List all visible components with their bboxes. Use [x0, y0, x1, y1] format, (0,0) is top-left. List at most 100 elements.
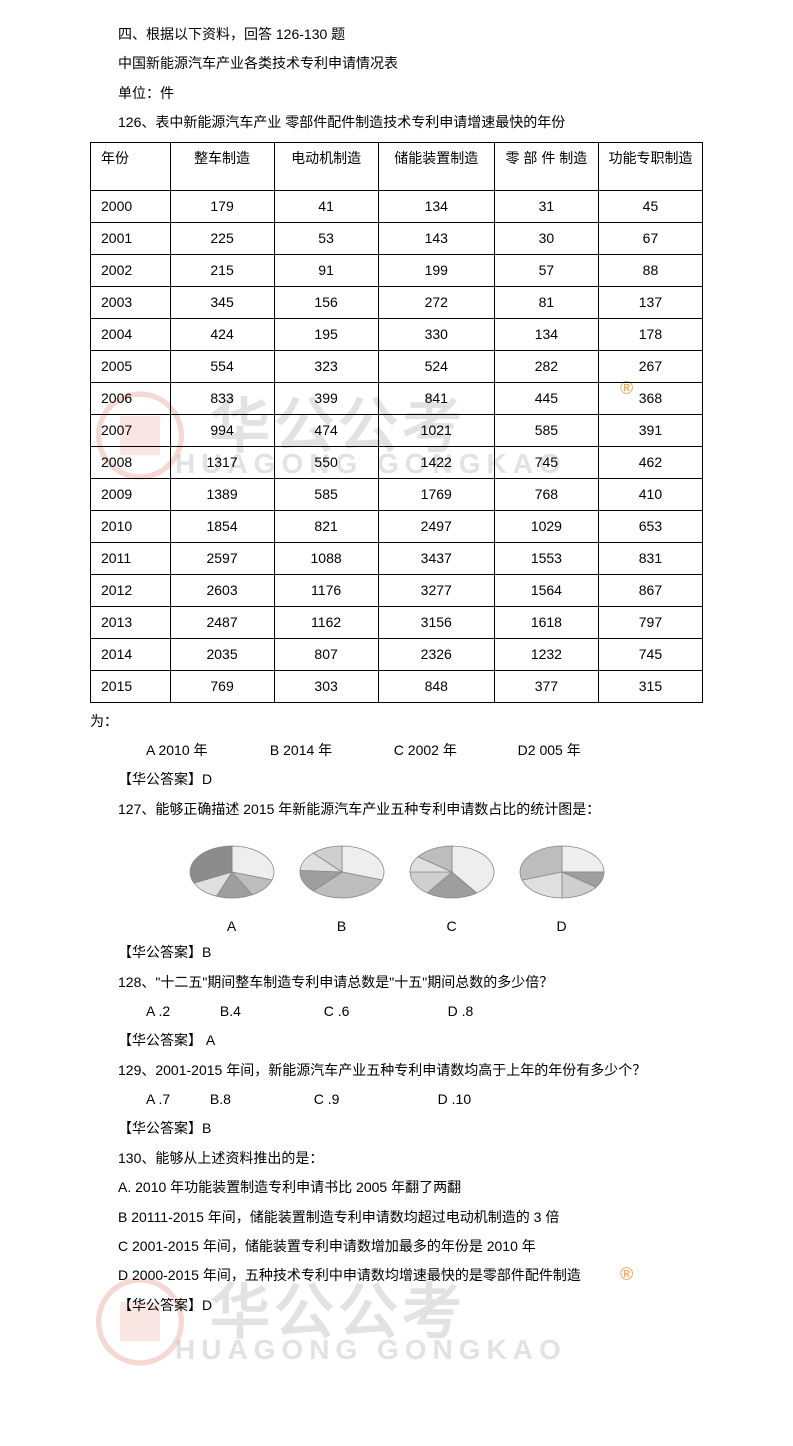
table-cell: 2497: [378, 510, 494, 542]
table-cell: 2003: [91, 286, 171, 318]
table-cell: 768: [494, 478, 598, 510]
table-cell: 215: [170, 254, 274, 286]
table-cell: 848: [378, 670, 494, 702]
table-cell: 2004: [91, 318, 171, 350]
table-cell: 831: [598, 542, 702, 574]
table-cell: 399: [274, 382, 378, 414]
watermark-sub-2: HUAGONG GONGKAO: [175, 1334, 567, 1366]
table-cell: 1021: [378, 414, 494, 446]
table-cell: 156: [274, 286, 378, 318]
table-column-header: 零 部 件 制造: [494, 142, 598, 190]
table-cell: 550: [274, 446, 378, 478]
q128-text: 128、"十二五"期间整车制造专利申请总数是"十五"期间总数的多少倍？: [90, 968, 703, 997]
table-row: 200913895851769768410: [91, 478, 703, 510]
q128-option-d: D .8: [420, 997, 474, 1026]
q126-option-a: A 2010 年: [118, 736, 238, 765]
table-cell: 345: [170, 286, 274, 318]
q126-option-b: B 2014 年: [242, 736, 362, 765]
q130-option-c: C 2001-2015 年间，储能装置专利申请数增加最多的年份是 2010 年: [90, 1232, 703, 1261]
table-cell: 2011: [91, 542, 171, 574]
section-title: 四、根据以下资料，回答 126-130 题: [90, 20, 703, 49]
table-row: 20132487116231561618797: [91, 606, 703, 638]
table-cell: 445: [494, 382, 598, 414]
pie-chart-label: A: [227, 918, 236, 934]
table-cell: 315: [598, 670, 702, 702]
table-cell: 3437: [378, 542, 494, 574]
table-cell: 195: [274, 318, 378, 350]
table-row: 2002215911995788: [91, 254, 703, 286]
table-row: 2014203580723261232745: [91, 638, 703, 670]
table-cell: 1769: [378, 478, 494, 510]
q126-options: A 2010 年 B 2014 年 C 2002 年 D2 005 年: [90, 736, 703, 765]
table-cell: 1389: [170, 478, 274, 510]
q129-text: 129、2001-2015 年间，新能源汽车产业五种专利申请数均高于上年的年份有…: [90, 1056, 703, 1085]
table-row: 20112597108834371553831: [91, 542, 703, 574]
table-cell: 272: [378, 286, 494, 318]
table-column-header: 功能专职制造: [598, 142, 702, 190]
table-cell: 1618: [494, 606, 598, 638]
table-cell: 2597: [170, 542, 274, 574]
table-cell: 330: [378, 318, 494, 350]
q126-trailing: 为：: [90, 707, 703, 736]
table-cell: 2010: [91, 510, 171, 542]
table-cell: 134: [378, 190, 494, 222]
table-cell: 391: [598, 414, 702, 446]
q128-answer: 【华公答案】 A: [90, 1026, 703, 1055]
table-cell: 2000: [91, 190, 171, 222]
table-cell: 81: [494, 286, 598, 318]
table-cell: 821: [274, 510, 378, 542]
q126-option-c: C 2002 年: [366, 736, 486, 765]
q130-option-d: D 2000-2015 年间，五种技术专利中申请数均增速最快的是零部件配件制造: [90, 1261, 703, 1290]
table-cell: 179: [170, 190, 274, 222]
table-cell: 867: [598, 574, 702, 606]
table-cell: 745: [494, 446, 598, 478]
table-cell: 2002: [91, 254, 171, 286]
table-cell: 88: [598, 254, 702, 286]
table-cell: 474: [274, 414, 378, 446]
table-row: 20079944741021585391: [91, 414, 703, 446]
table-cell: 1422: [378, 446, 494, 478]
table-cell: 462: [598, 446, 702, 478]
table-cell: 368: [598, 382, 702, 414]
table-cell: 1162: [274, 606, 378, 638]
table-cell: 2008: [91, 446, 171, 478]
table-cell: 137: [598, 286, 702, 318]
table-cell: 2012: [91, 574, 171, 606]
table-cell: 31: [494, 190, 598, 222]
table-cell: 199: [378, 254, 494, 286]
table-cell: 653: [598, 510, 702, 542]
q129-options: A .7 B.8 C .9 D .10: [90, 1085, 703, 1114]
q129-option-c: C .9: [286, 1085, 406, 1114]
table-row: 2004424195330134178: [91, 318, 703, 350]
unit-label: 单位：件: [90, 79, 703, 108]
table-cell: 585: [494, 414, 598, 446]
pie-chart-label: B: [337, 918, 346, 934]
table-cell: 30: [494, 222, 598, 254]
table-row: 2000179411343145: [91, 190, 703, 222]
table-row: 2005554323524282267: [91, 350, 703, 382]
table-cell: 2001: [91, 222, 171, 254]
q127-text: 127、能够正确描述 2015 年新能源汽车产业五种专利申请数占比的统计图是：: [90, 795, 703, 824]
table-cell: 745: [598, 638, 702, 670]
table-row: 2015769303848377315: [91, 670, 703, 702]
pie-chart: C: [408, 844, 496, 934]
table-cell: 2014: [91, 638, 171, 670]
table-cell: 41: [274, 190, 378, 222]
table-cell: 554: [170, 350, 274, 382]
q130-text: 130、能够从上述资料推出的是：: [90, 1144, 703, 1173]
table-cell: 833: [170, 382, 274, 414]
table-cell: 2015: [91, 670, 171, 702]
table-cell: 53: [274, 222, 378, 254]
table-cell: 1317: [170, 446, 274, 478]
table-cell: 225: [170, 222, 274, 254]
table-cell: 807: [274, 638, 378, 670]
table-cell: 1232: [494, 638, 598, 670]
table-cell: 2603: [170, 574, 274, 606]
table-cell: 585: [274, 478, 378, 510]
table-row: 2001225531433067: [91, 222, 703, 254]
table-title: 中国新能源汽车产业各类技术专利申请情况表: [90, 49, 703, 78]
table-cell: 323: [274, 350, 378, 382]
q129-option-b: B.8: [182, 1085, 282, 1114]
table-cell: 178: [598, 318, 702, 350]
q126-option-d: D2 005 年: [490, 736, 581, 765]
